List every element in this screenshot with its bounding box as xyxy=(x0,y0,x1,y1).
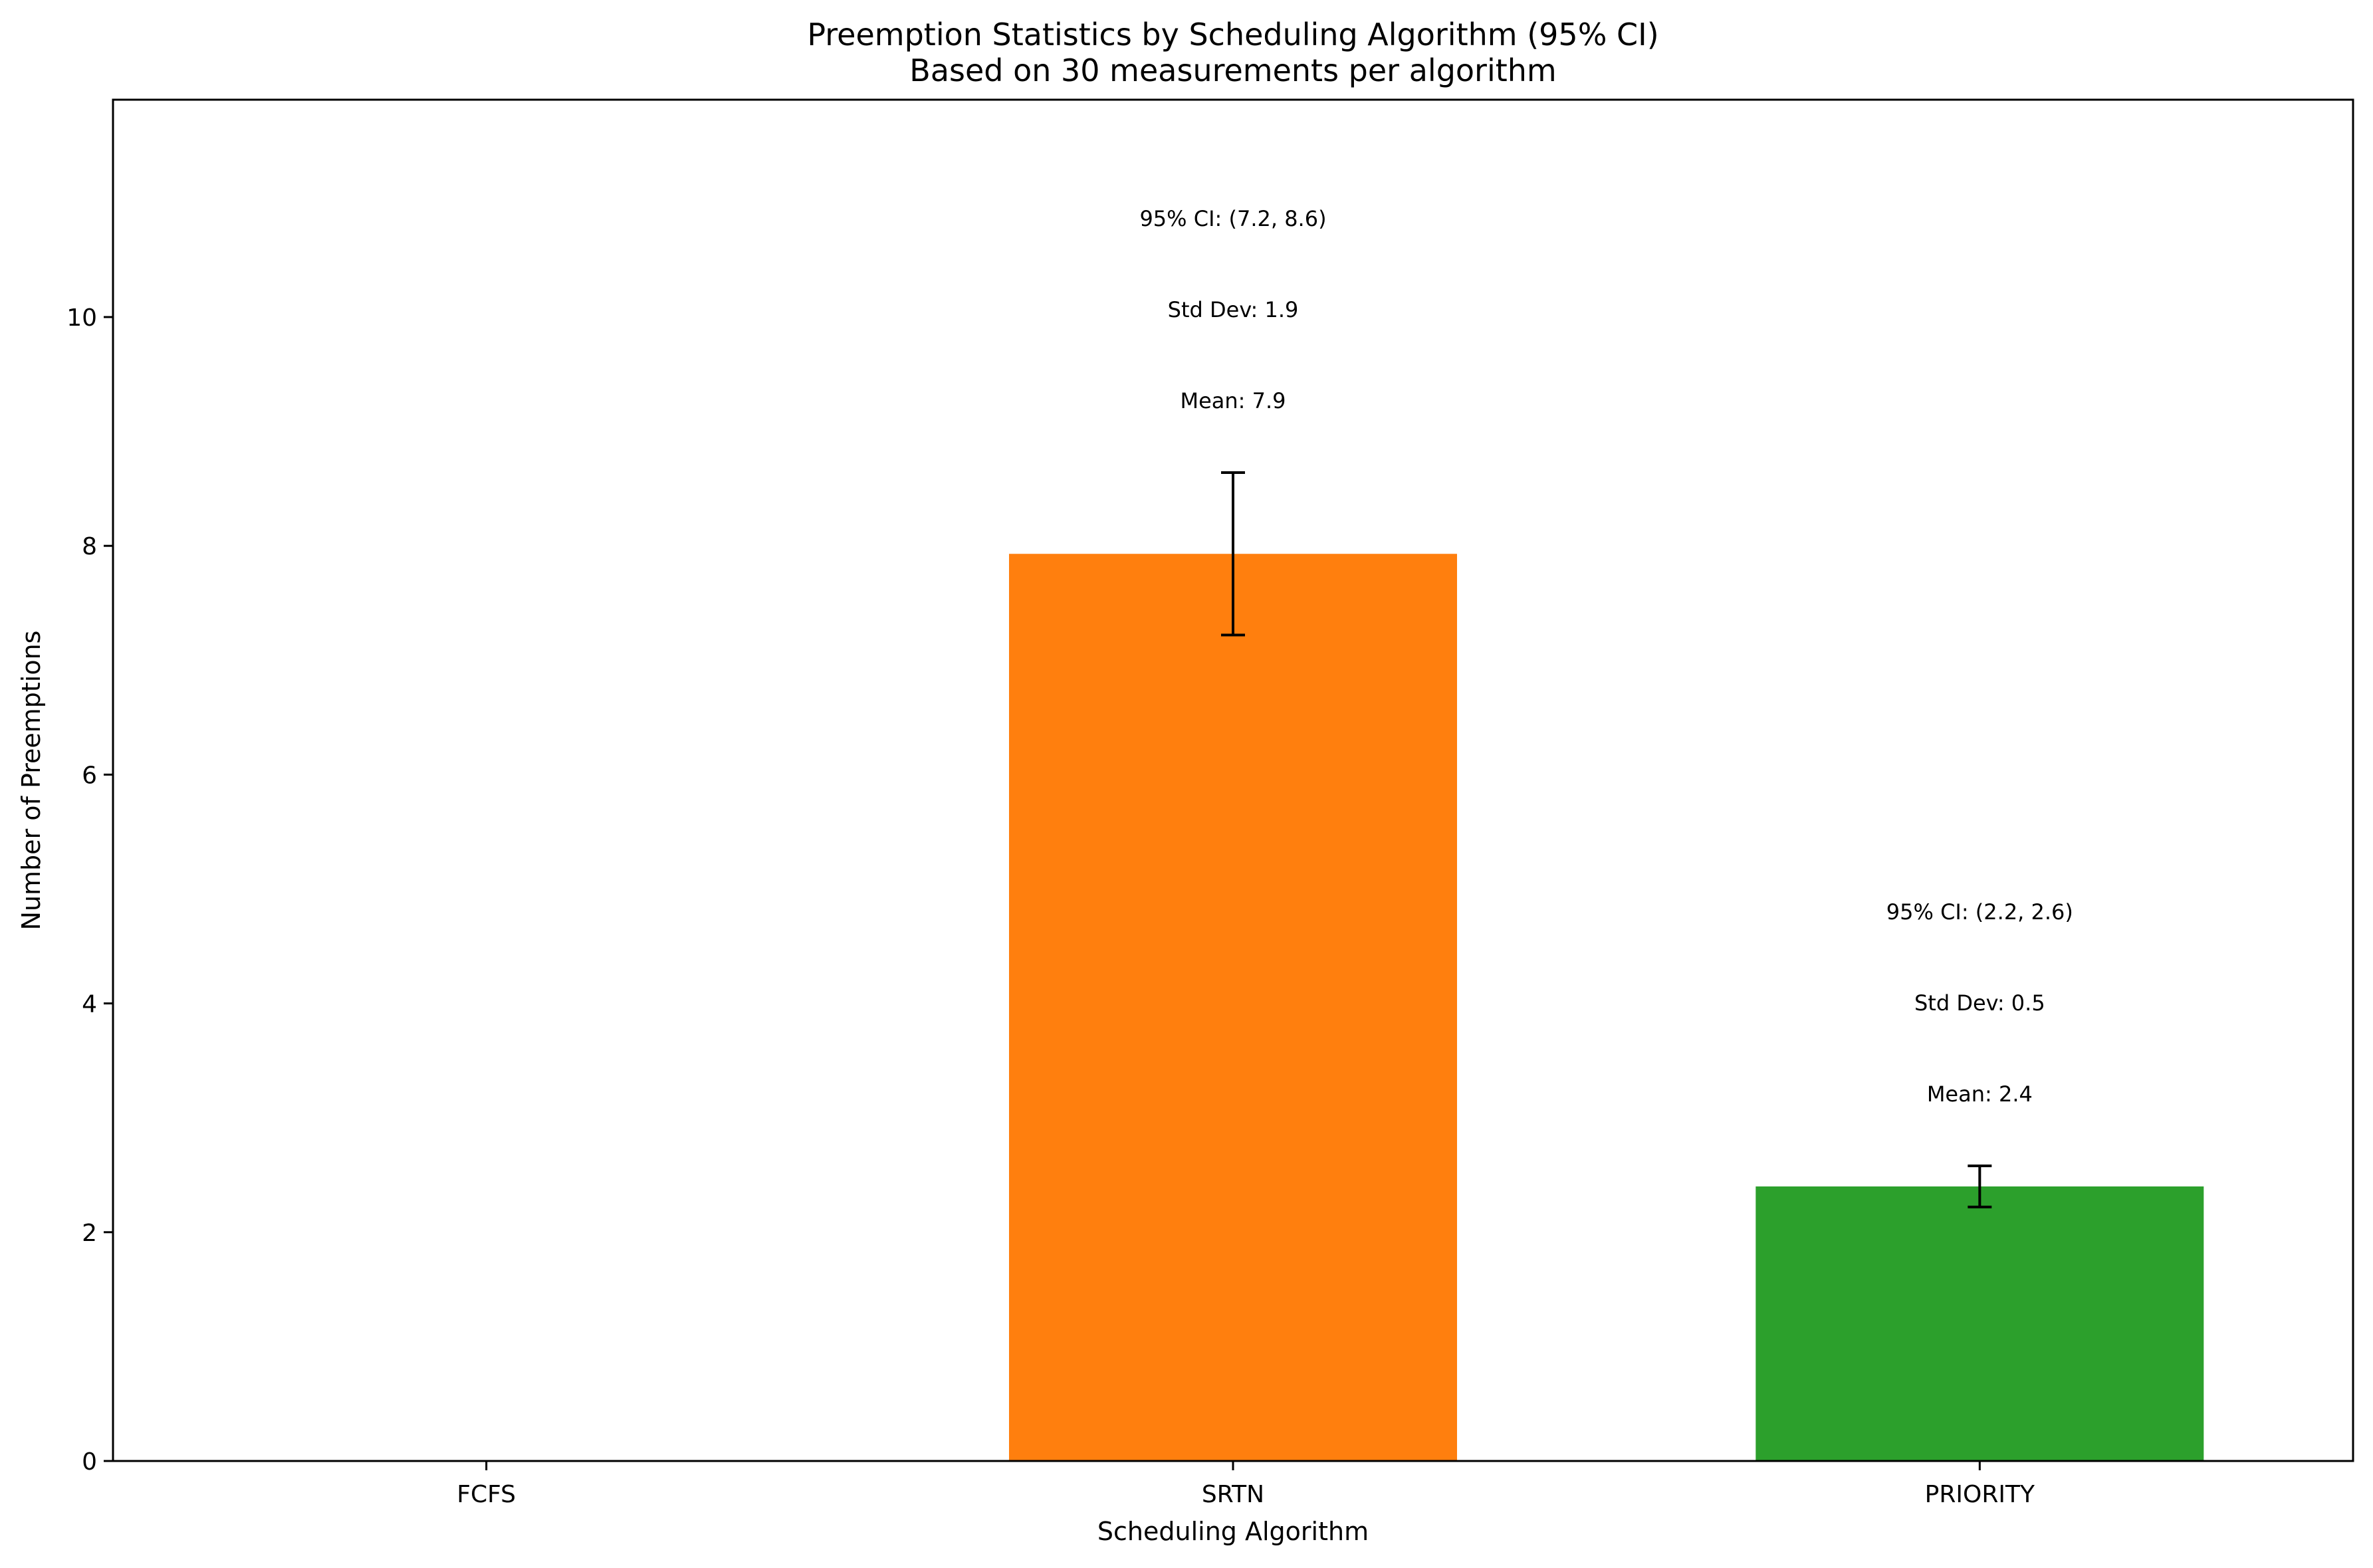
chart-subtitle: Based on 30 measurements per algorithm xyxy=(909,53,1556,88)
annotation-mean-priority: Mean: 2.4 xyxy=(1927,1081,2033,1107)
x-axis-label: Scheduling Algorithm xyxy=(1097,1517,1369,1546)
chart-title: Preemption Statistics by Scheduling Algo… xyxy=(807,17,1658,53)
y-tick-label-4: 4 xyxy=(82,991,97,1018)
annotation-std-srtn: Std Dev: 1.9 xyxy=(1168,297,1299,322)
plot-area: FCFS Mean: 7.9 Std Dev: 1.9 95% CI: (7.2, 8… xyxy=(66,98,2354,1508)
annotation-std-priority: Std Dev: 0.5 xyxy=(1914,990,2045,1016)
y-axis-label: Number of Preemptions xyxy=(17,631,46,931)
bar-srtn xyxy=(1009,554,1457,1461)
y-tick-label-6: 6 xyxy=(82,762,97,789)
annotation-mean-srtn: Mean: 7.9 xyxy=(1180,388,1286,413)
y-tick-label-10: 10 xyxy=(66,304,97,332)
bar-priority xyxy=(1755,1186,2204,1461)
y-tick-label-8: 8 xyxy=(82,533,97,560)
y-tick-label-0: 0 xyxy=(82,1448,97,1476)
x-tick-label-srtn: SRTN xyxy=(1202,1481,1264,1508)
x-tick-label-fcfs: FCFS xyxy=(457,1481,516,1508)
y-tick-label-2: 2 xyxy=(82,1220,97,1247)
x-tick-label-priority: PRIORITY xyxy=(1925,1481,2035,1508)
annotation-ci-priority: 95% CI: (2.2, 2.6) xyxy=(1886,899,2073,925)
annotation-ci-srtn: 95% CI: (7.2, 8.6) xyxy=(1139,206,1326,231)
axes-frame xyxy=(112,98,2354,1462)
